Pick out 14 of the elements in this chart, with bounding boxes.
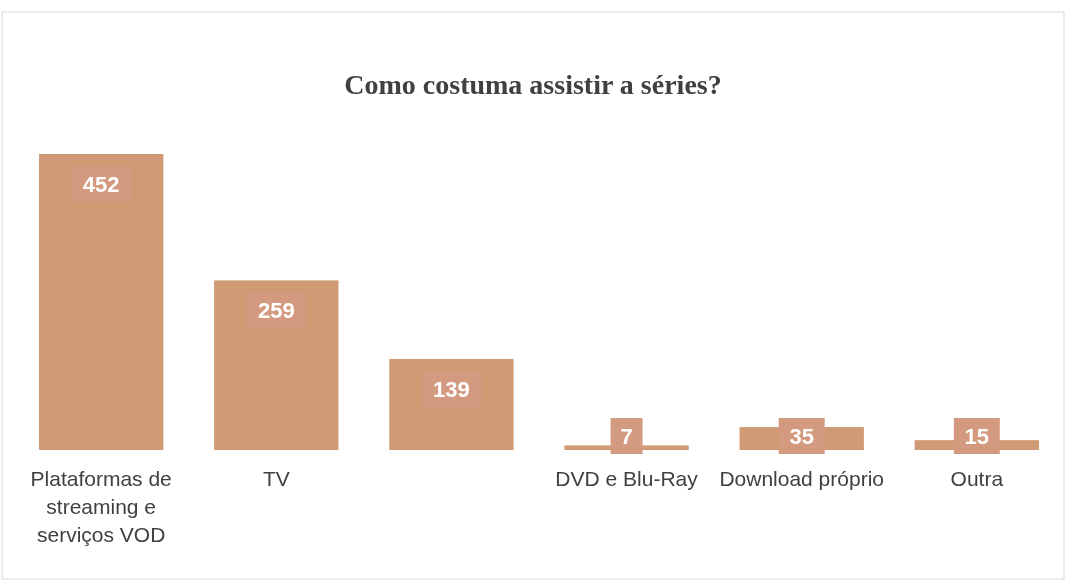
bar: [39, 154, 164, 450]
x-tick-label: Plataformas de streaming e serviços VOD: [30, 467, 172, 546]
data-label: 15: [964, 424, 990, 449]
x-tick-label: Download próprio: [719, 467, 884, 490]
bar: [214, 280, 339, 450]
data-label: 139: [433, 376, 470, 402]
data-label: 35: [789, 424, 814, 449]
x-tick-label: Outra: [950, 467, 1004, 490]
chart-title: Como costuma assistir a séries?: [344, 69, 722, 100]
data-label: 259: [257, 298, 295, 324]
data-label: 7: [620, 424, 633, 449]
x-tick-label: DVD e Blu-Ray: [555, 467, 699, 490]
x-tick-label: TV: [262, 467, 290, 490]
data-label: 452: [82, 172, 120, 197]
